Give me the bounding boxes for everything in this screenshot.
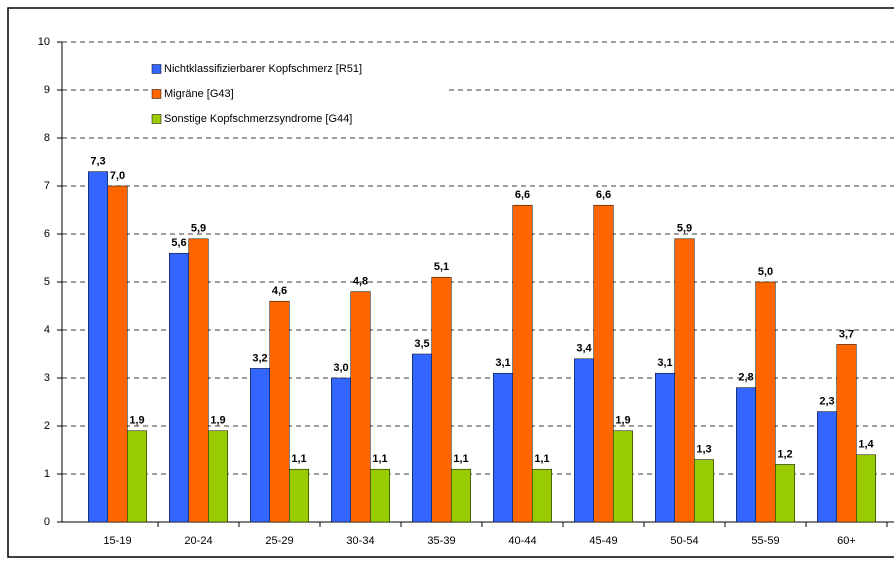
y-tick-label: 0 xyxy=(44,516,50,528)
bar xyxy=(451,468,471,523)
value-label: 1,1 xyxy=(291,453,306,465)
value-label: 4,8 xyxy=(353,276,368,288)
bar xyxy=(613,430,633,523)
bar xyxy=(512,204,533,523)
legend-swatch xyxy=(151,114,162,124)
y-tick-label: 7 xyxy=(44,180,50,192)
bar xyxy=(412,353,432,523)
y-tick-label: 10 xyxy=(38,36,50,48)
value-label: 3,1 xyxy=(495,357,510,369)
bar xyxy=(674,238,695,523)
value-label: 7,3 xyxy=(90,156,105,168)
x-tick-label: 60+ xyxy=(837,535,856,547)
value-label: 2,3 xyxy=(819,396,834,408)
bar xyxy=(331,377,351,523)
y-tick-label: 9 xyxy=(44,84,50,96)
y-tick-label: 8 xyxy=(44,132,50,144)
x-tick-label: 25-29 xyxy=(265,535,293,547)
bar xyxy=(532,468,552,523)
bar xyxy=(856,454,876,523)
value-label: 1,4 xyxy=(858,439,874,451)
legend-bg xyxy=(148,58,448,130)
bar xyxy=(350,291,371,523)
bar xyxy=(493,372,513,523)
value-label: 4,6 xyxy=(272,285,287,297)
value-label: 5,9 xyxy=(191,223,206,235)
bar xyxy=(775,464,795,523)
value-label: 7,0 xyxy=(110,170,125,182)
value-label: 2,8 xyxy=(738,372,753,384)
x-tick-label: 30-34 xyxy=(346,535,374,547)
value-label: 3,5 xyxy=(414,338,429,350)
x-tick-label: 35-39 xyxy=(427,535,455,547)
bar xyxy=(574,358,594,523)
value-label: 3,2 xyxy=(252,352,267,364)
y-tick-label: 4 xyxy=(44,324,50,336)
bar xyxy=(755,281,776,523)
value-label: 3,4 xyxy=(576,343,592,355)
bar xyxy=(169,252,189,523)
bar xyxy=(694,459,714,523)
y-tick-label: 6 xyxy=(44,228,50,240)
y-tick-label: 3 xyxy=(44,372,50,384)
value-label: 5,1 xyxy=(434,261,449,273)
bar xyxy=(817,411,837,523)
legend-label: Migräne [G43] xyxy=(164,88,234,100)
value-label: 6,6 xyxy=(515,189,530,201)
bar xyxy=(127,430,147,523)
bar xyxy=(269,300,290,523)
value-label: 3,7 xyxy=(839,328,854,340)
bar xyxy=(107,185,128,523)
bar xyxy=(431,276,452,523)
x-tick-label: 15-19 xyxy=(103,535,131,547)
y-tick-label: 5 xyxy=(44,276,50,288)
value-label: 1,3 xyxy=(696,444,711,456)
x-tick-label: 55-59 xyxy=(751,535,779,547)
value-label: 5,0 xyxy=(758,266,773,278)
value-label: 1,1 xyxy=(534,453,549,465)
value-label: 6,6 xyxy=(596,189,611,201)
legend-label: Sonstige Kopfschmerzsyndrome [G44] xyxy=(164,113,352,125)
x-tick-label: 40-44 xyxy=(508,535,536,547)
value-label: 3,1 xyxy=(657,357,672,369)
bar xyxy=(289,468,309,523)
bar xyxy=(836,344,857,523)
legend-swatch xyxy=(151,64,162,74)
y-tick-label: 2 xyxy=(44,420,50,432)
bar xyxy=(655,372,675,523)
x-tick-label: 50-54 xyxy=(670,535,698,547)
bar xyxy=(370,468,390,523)
value-label: 1,9 xyxy=(129,415,144,427)
value-label: 1,1 xyxy=(453,453,468,465)
x-tick-label: 20-24 xyxy=(184,535,212,547)
legend-label: Nichtklassifizierbarer Kopfschmerz [R51] xyxy=(164,63,362,75)
bar xyxy=(593,204,614,523)
bar xyxy=(208,430,228,523)
bar xyxy=(188,238,209,523)
value-label: 1,2 xyxy=(777,448,792,460)
bar xyxy=(250,368,270,523)
legend-swatch xyxy=(151,89,162,99)
value-label: 1,9 xyxy=(210,415,225,427)
value-label: 5,9 xyxy=(677,223,692,235)
x-tick-label: 45-49 xyxy=(589,535,617,547)
y-tick-label: 1 xyxy=(44,468,50,480)
bar xyxy=(88,171,108,523)
value-label: 1,1 xyxy=(372,453,387,465)
value-label: 1,9 xyxy=(615,415,630,427)
value-label: 5,6 xyxy=(171,237,186,249)
bar xyxy=(736,387,756,523)
value-label: 3,0 xyxy=(333,362,348,374)
